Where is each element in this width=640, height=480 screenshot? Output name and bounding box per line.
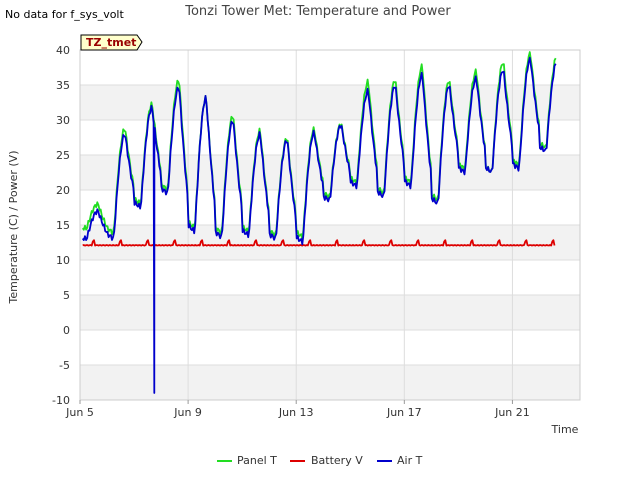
plot-frame <box>79 49 581 401</box>
y-tick-label: -10 <box>52 394 70 407</box>
plot-bands <box>80 50 580 400</box>
x-tick-label: Jun 13 <box>278 406 314 419</box>
plot-band <box>80 50 580 85</box>
y-tick-label: 40 <box>56 44 70 57</box>
plot-band <box>80 155 580 190</box>
plot-band <box>80 225 580 260</box>
plot-band <box>80 295 580 330</box>
y-tick-label: 10 <box>56 254 70 267</box>
site-tag-label: TZ_tmet <box>86 36 136 49</box>
no-data-note: No data for f_sys_volt <box>5 8 124 21</box>
plot-band <box>80 120 580 155</box>
y-tick-label: 15 <box>56 219 70 232</box>
y-axis-label: Temperature (C) / Power (V) <box>7 150 20 304</box>
x-tick-label: Jun 9 <box>173 406 202 419</box>
series-line-battery-v <box>82 239 556 247</box>
x-tick-label: Jun 17 <box>386 406 422 419</box>
y-tick-label: 5 <box>63 289 70 302</box>
x-axis-label: Time <box>551 423 579 436</box>
site-tag-shape <box>80 34 143 51</box>
plot-band <box>80 330 580 365</box>
legend: Panel T Battery V Air T <box>217 454 423 467</box>
y-tick-label: 30 <box>56 114 70 127</box>
x-axis-ticks: Jun 5 Jun 9 Jun 13 Jun 17 Jun 21 <box>65 400 530 419</box>
chart-title: Tonzi Tower Met: Temperature and Power <box>184 4 451 19</box>
y-tick-label: 20 <box>56 184 70 197</box>
y-axis-ticks: -10 -5 0 5 10 15 20 25 30 35 40 <box>52 44 70 407</box>
y-tick-label: -5 <box>59 359 70 372</box>
plot-band <box>80 365 580 400</box>
legend-label-panel-t: Panel T <box>237 454 277 467</box>
plot-band <box>80 260 580 295</box>
series-line-air-t <box>81 56 557 394</box>
x-tick-label: Jun 5 <box>65 406 94 419</box>
site-tag-box: TZ_tmet <box>80 34 143 51</box>
y-tick-label: 35 <box>56 79 70 92</box>
series-layer <box>81 51 557 394</box>
legend-label-air-t: Air T <box>397 454 423 467</box>
legend-label-battery-v: Battery V <box>311 454 363 467</box>
x-tick-label: Jun 21 <box>494 406 530 419</box>
y-tick-label: 25 <box>56 149 70 162</box>
y-tick-label: 0 <box>63 324 70 337</box>
